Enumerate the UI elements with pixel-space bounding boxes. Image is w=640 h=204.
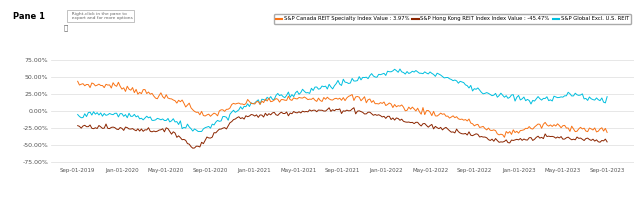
Legend: S&P Canada REIT Specialty Index Value : 3.97%, S&P Hong Kong REIT Index Index Va: S&P Canada REIT Specialty Index Value : …	[274, 14, 631, 24]
Text: Right-click in the pane to
  export and for more options: Right-click in the pane to export and fo…	[68, 12, 132, 20]
Text: Pane 1: Pane 1	[13, 12, 45, 21]
Text: ⓘ: ⓘ	[63, 25, 68, 31]
